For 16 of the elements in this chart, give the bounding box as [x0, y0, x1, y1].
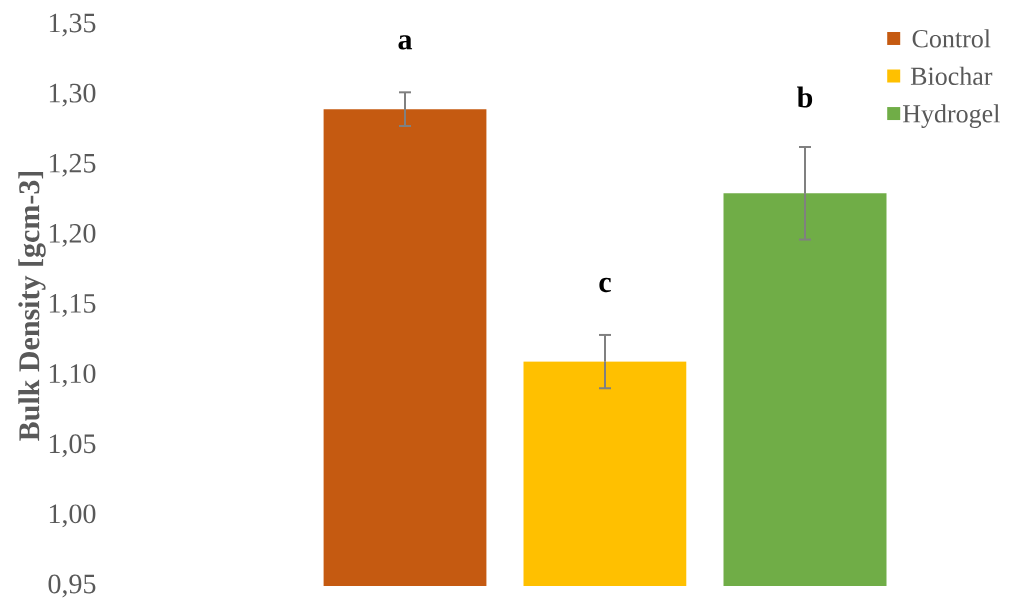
y-axis-title: Bulk Density [gcm-3]	[18, 171, 46, 441]
y-tick-label: 1,35	[49, 13, 96, 37]
annotation: b	[797, 86, 813, 108]
y-tick-label: 1,25	[49, 153, 96, 177]
legend-label: Hydrogel	[902, 104, 1000, 128]
y-tick-label: 1,30	[49, 83, 96, 107]
y-tick-label: 1,15	[49, 294, 96, 317]
y-tick-label: 1,05	[49, 434, 96, 458]
y-tick-label: 1,00	[49, 504, 96, 528]
legend-label: Biochar	[910, 66, 993, 86]
legend-label: Control	[912, 29, 991, 48]
annotation: c	[599, 277, 611, 293]
y-tick-label: 0,95	[48, 574, 96, 598]
y-tick-label: 1,10	[49, 364, 96, 388]
annotation: a	[398, 35, 413, 50]
y-tick-label: 1,20	[49, 223, 96, 247]
